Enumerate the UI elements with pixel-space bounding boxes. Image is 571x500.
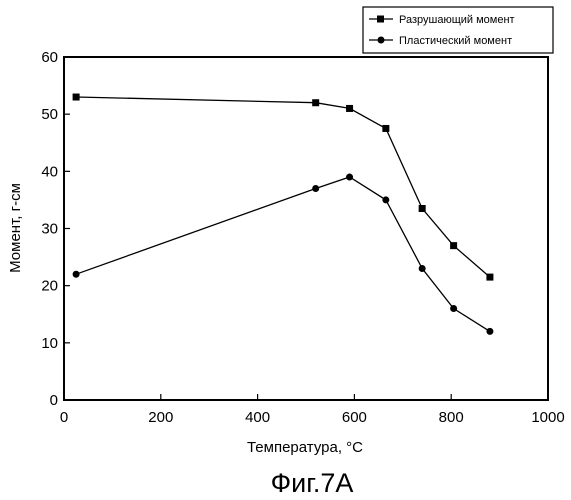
plot-frame bbox=[64, 57, 548, 400]
series-line-0 bbox=[76, 97, 490, 277]
x-tick-label: 600 bbox=[342, 409, 367, 426]
legend-square-marker bbox=[377, 16, 384, 23]
data-point-square bbox=[382, 125, 389, 132]
y-tick-label: 0 bbox=[50, 392, 58, 409]
data-point-circle bbox=[419, 265, 426, 272]
y-tick-label: 60 bbox=[41, 49, 58, 66]
data-point-square bbox=[346, 105, 353, 112]
x-axis-title: Температура, °С bbox=[247, 439, 363, 456]
data-point-circle bbox=[486, 328, 493, 335]
data-point-square bbox=[486, 274, 493, 281]
y-tick-label: 50 bbox=[41, 106, 58, 123]
x-tick-label: 1000 bbox=[531, 409, 564, 426]
x-tick-label: 200 bbox=[148, 409, 173, 426]
data-point-circle bbox=[382, 196, 389, 203]
y-tick-label: 30 bbox=[41, 221, 58, 238]
y-axis-title: Момент, г-см bbox=[7, 183, 24, 273]
ticks: 0 200 400 600 800 1000 0 10 20 30 40 50 60 bbox=[41, 49, 564, 426]
data-point-square bbox=[312, 99, 319, 106]
data-point-circle bbox=[346, 174, 353, 181]
legend-label-plastic: Пластический момент bbox=[399, 35, 512, 47]
series-line-1 bbox=[76, 177, 490, 331]
data-point-circle bbox=[312, 185, 319, 192]
data-point-circle bbox=[73, 271, 80, 278]
series-group bbox=[73, 94, 494, 335]
x-tick-label: 0 bbox=[60, 409, 68, 426]
y-tick-label: 40 bbox=[41, 163, 58, 180]
legend-label-breaking: Разрушающий момент bbox=[399, 14, 515, 26]
x-tick-label: 400 bbox=[245, 409, 270, 426]
y-tick-label: 10 bbox=[41, 335, 58, 352]
x-tick-label: 800 bbox=[439, 409, 464, 426]
figure-caption: Фиг.7А bbox=[271, 468, 354, 498]
data-point-circle bbox=[450, 305, 457, 312]
legend: Разрушающий момент Пластический момент bbox=[363, 7, 553, 53]
data-point-square bbox=[73, 94, 80, 101]
data-point-square bbox=[450, 242, 457, 249]
y-tick-label: 20 bbox=[41, 278, 58, 295]
data-point-square bbox=[419, 205, 426, 212]
legend-circle-marker bbox=[378, 37, 385, 44]
